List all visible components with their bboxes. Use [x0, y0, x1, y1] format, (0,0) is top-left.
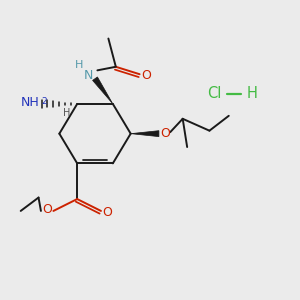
Text: O: O	[160, 127, 170, 140]
Polygon shape	[131, 131, 159, 137]
Text: O: O	[141, 69, 151, 82]
Text: H: H	[74, 60, 83, 70]
Text: H: H	[63, 108, 70, 118]
Polygon shape	[93, 77, 113, 104]
Text: 2: 2	[42, 97, 47, 106]
Text: O: O	[103, 206, 112, 219]
Text: NH: NH	[20, 96, 39, 109]
Text: N: N	[84, 69, 93, 82]
Text: H: H	[247, 86, 258, 101]
Text: Cl: Cl	[207, 86, 221, 101]
Text: O: O	[42, 203, 52, 216]
